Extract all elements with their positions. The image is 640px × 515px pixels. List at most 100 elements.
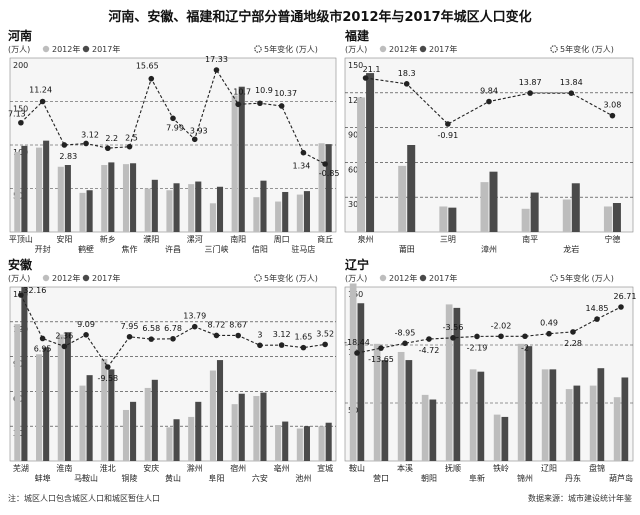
change-label: -2.02 — [491, 321, 512, 330]
change-point — [322, 161, 328, 167]
bar-2012 — [357, 97, 366, 232]
bar-2017 — [303, 191, 310, 232]
change-point — [148, 75, 155, 82]
category-label: 宣城 — [317, 463, 333, 473]
change-point — [362, 75, 369, 81]
change-label: 6.78 — [164, 324, 182, 333]
bar-2017 — [21, 145, 28, 232]
bar-2012 — [79, 385, 86, 461]
y-tick-label: 150 — [13, 105, 28, 114]
bar-2017 — [151, 379, 158, 461]
category-label: 周口 — [274, 235, 290, 244]
bar-2017 — [453, 307, 461, 461]
legend-2017-swatch — [82, 45, 90, 53]
change-point — [594, 316, 600, 322]
bar-2017 — [612, 203, 621, 232]
category-label: 开封 — [35, 244, 51, 254]
change-label: 8.67 — [229, 321, 247, 330]
change-label: 2.2 — [105, 134, 118, 143]
category-label: 丹东 — [565, 473, 581, 483]
category-label: 三明 — [440, 235, 456, 244]
category-label: 亳州 — [274, 463, 290, 473]
legend-2017-label: 2017年 — [92, 44, 120, 54]
change-label: 10.7 — [233, 87, 251, 96]
change-label: 26.71 — [614, 292, 636, 301]
change-label: 11.24 — [29, 85, 52, 94]
y-tick-label: 120 — [348, 96, 363, 105]
bar-2012 — [562, 199, 571, 232]
legend-change-swatch — [550, 274, 558, 282]
change-point — [402, 340, 408, 347]
bar-2012 — [318, 426, 325, 461]
legend-change-label: 5年变化 (万人) — [560, 44, 614, 54]
change-label: 32.16 — [23, 286, 46, 295]
change-label: 2.5 — [125, 134, 138, 143]
change-point — [126, 333, 133, 340]
bar-2012 — [144, 188, 151, 232]
change-point — [498, 333, 504, 340]
bar-2017 — [260, 392, 267, 461]
legend-2017-label: 2017年 — [429, 44, 457, 54]
legend-change-label: 5年变化 (万人) — [560, 273, 614, 283]
category-label: 阜新 — [469, 473, 485, 483]
change-label: 14.85 — [586, 304, 609, 313]
bar-2012 — [253, 396, 260, 461]
change-point — [570, 329, 576, 335]
change-label: -4.72 — [419, 346, 440, 355]
region-title: 河南 — [7, 28, 32, 43]
legend-2012-label: 2012年 — [52, 44, 80, 54]
category-label: 莆田 — [399, 244, 415, 254]
bar-2012 — [296, 194, 303, 232]
category-label: 营口 — [373, 473, 389, 483]
category-label: 马鞍山 — [74, 473, 98, 483]
bar-2012 — [445, 304, 453, 461]
category-label: 南阳 — [230, 234, 246, 244]
change-point — [83, 140, 89, 147]
change-point — [278, 342, 285, 348]
bar-2017 — [448, 207, 457, 232]
bar-2017 — [381, 360, 389, 461]
change-point — [522, 333, 528, 340]
legend-2017-swatch — [419, 45, 427, 53]
legend-2012-label: 2012年 — [52, 273, 80, 283]
bar-2017 — [43, 347, 50, 461]
category-label: 葫芦岛 — [609, 473, 633, 483]
bar-2012 — [231, 95, 238, 232]
category-label: 抚顺 — [445, 463, 461, 473]
legend-change-swatch — [550, 45, 558, 53]
category-label: 安阳 — [56, 234, 72, 244]
legend-2012-label: 2012年 — [389, 44, 417, 54]
change-label: 13.87 — [519, 78, 542, 87]
change-label: 17.33 — [205, 55, 228, 64]
footnote-source: 数据来源：城市建设统计年鉴 — [528, 494, 632, 503]
change-point — [609, 112, 616, 119]
change-label: 3.12 — [81, 130, 99, 139]
bar-2017 — [173, 183, 180, 232]
bar-2017 — [195, 401, 202, 461]
bar-2017 — [216, 360, 224, 461]
bar-2017 — [621, 377, 629, 461]
bar-2017 — [64, 332, 71, 461]
change-label: 3 — [257, 330, 262, 339]
unit-label: (万人) — [8, 45, 30, 54]
bar-2012 — [349, 283, 357, 461]
bar-2017 — [260, 180, 267, 232]
bar-2012 — [209, 370, 216, 461]
category-label: 芜湖 — [13, 463, 29, 473]
category-label: 漳州 — [481, 244, 497, 254]
change-point — [61, 142, 68, 148]
change-point — [39, 98, 46, 105]
change-point — [486, 98, 492, 105]
bar-2012 — [253, 197, 260, 232]
change-label: 1.34 — [292, 162, 310, 171]
y-tick-label: 200 — [13, 61, 28, 70]
region-title: 安徽 — [8, 257, 33, 272]
change-label: 3.52 — [316, 329, 334, 338]
bar-2012 — [603, 206, 612, 232]
bar-2017 — [525, 346, 533, 461]
category-label: 蚌埠 — [35, 473, 51, 483]
bar-2017 — [357, 303, 365, 461]
bar-2017 — [407, 145, 416, 232]
